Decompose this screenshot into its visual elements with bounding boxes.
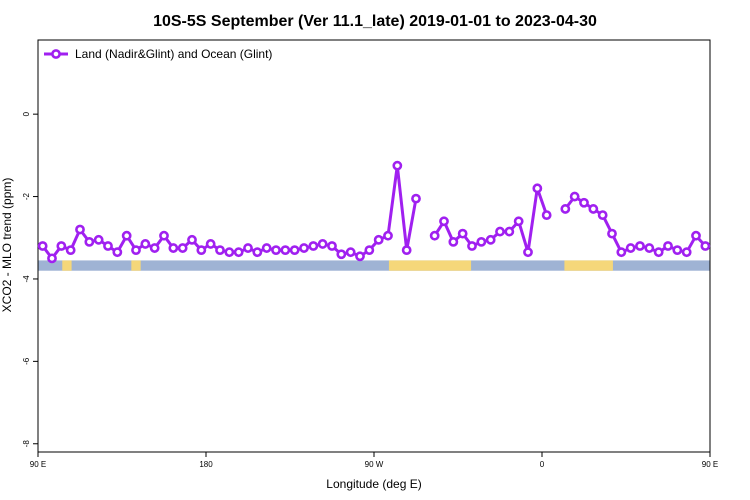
data-point xyxy=(149,243,160,253)
data-point xyxy=(700,241,711,251)
data-point xyxy=(532,183,543,194)
data-point xyxy=(159,230,169,241)
data-point xyxy=(588,204,599,214)
data-point xyxy=(635,241,645,251)
data-point xyxy=(476,236,487,247)
data-point xyxy=(597,210,608,220)
data-point xyxy=(383,230,393,241)
data-point xyxy=(93,234,104,245)
data-point xyxy=(205,239,216,249)
data-point xyxy=(364,245,375,256)
y-tick-label: -4 xyxy=(22,275,31,283)
data-point xyxy=(569,191,580,202)
data-point xyxy=(448,236,459,247)
data-point xyxy=(140,239,151,249)
data-point xyxy=(75,224,85,235)
data-point xyxy=(336,249,347,260)
y-tick-label: -2 xyxy=(22,192,31,200)
data-point xyxy=(439,216,449,227)
data-point xyxy=(457,228,468,239)
data-point xyxy=(411,193,421,204)
x-tick-label: 0 xyxy=(540,460,545,469)
data-point xyxy=(485,234,496,245)
data-point xyxy=(299,243,309,253)
data-point xyxy=(271,245,281,256)
x-tick-label: 90 W xyxy=(365,460,384,469)
y-tick-label: 0 xyxy=(22,111,31,116)
data-point xyxy=(373,234,384,245)
data-point xyxy=(467,241,477,251)
data-point xyxy=(541,210,552,220)
data-point xyxy=(168,243,179,253)
data-point xyxy=(196,245,207,256)
plot-area: 90 E 180 90 W 0 90 E 0 -2 -4 -6 -8 Land (Nadir&Gli… xyxy=(22,39,718,469)
data-point xyxy=(317,239,328,249)
data-point xyxy=(345,247,356,258)
data-point xyxy=(252,247,263,258)
data-point xyxy=(579,197,589,208)
data-point xyxy=(392,160,403,171)
chart-title: 10S-5S September (Ver 11.1_late) 2019-01… xyxy=(153,13,597,30)
data-point xyxy=(523,247,533,258)
legend-label: Land (Nadir&Glint) and Ocean (Glint) xyxy=(75,47,272,61)
land-band-segment xyxy=(388,260,472,271)
data-point xyxy=(504,226,515,237)
data-point xyxy=(513,216,524,227)
data-point xyxy=(47,253,57,264)
data-point xyxy=(56,241,67,251)
data-point xyxy=(625,243,636,253)
data-point xyxy=(495,226,505,237)
data-point xyxy=(177,243,188,253)
data-point xyxy=(681,247,692,258)
y-tick-label: -8 xyxy=(22,440,31,448)
x-tick-label: 90 E xyxy=(702,460,718,469)
y-tick-label: -6 xyxy=(22,357,31,365)
data-point xyxy=(355,251,365,262)
data-point xyxy=(672,245,683,256)
data-point xyxy=(215,245,225,256)
land-band-segment xyxy=(564,260,613,271)
data-point xyxy=(65,245,76,256)
data-point xyxy=(607,228,617,239)
data-point xyxy=(121,230,132,241)
data-point xyxy=(261,243,272,253)
data-point xyxy=(644,243,655,253)
data-point xyxy=(243,243,253,253)
data-point xyxy=(653,247,664,258)
data-point xyxy=(131,245,141,256)
data-point xyxy=(663,241,673,251)
x-tick-label: 90 E xyxy=(30,460,46,469)
data-point xyxy=(327,241,337,251)
data-point xyxy=(308,241,319,251)
data-point xyxy=(233,247,244,258)
ocean-band xyxy=(38,260,710,271)
data-point xyxy=(187,234,197,245)
data-point xyxy=(429,230,440,241)
data-point xyxy=(84,236,95,247)
data-point xyxy=(112,247,123,258)
x-axis-label: Longitude (deg E) xyxy=(326,477,421,491)
data-point xyxy=(37,241,48,251)
land-band-segment xyxy=(62,260,72,271)
data-point xyxy=(280,245,291,256)
data-point xyxy=(103,241,113,251)
x-tick-label: 180 xyxy=(199,460,213,469)
data-point xyxy=(289,245,300,256)
data-point xyxy=(616,247,627,258)
data-point xyxy=(560,204,571,214)
data-point xyxy=(224,247,235,258)
data-point xyxy=(691,230,701,241)
y-axis-label: XCO2 - MLO trend (ppm) xyxy=(0,178,14,313)
data-point xyxy=(401,245,412,256)
legend-marker xyxy=(51,49,61,59)
land-band-segment xyxy=(131,260,141,271)
